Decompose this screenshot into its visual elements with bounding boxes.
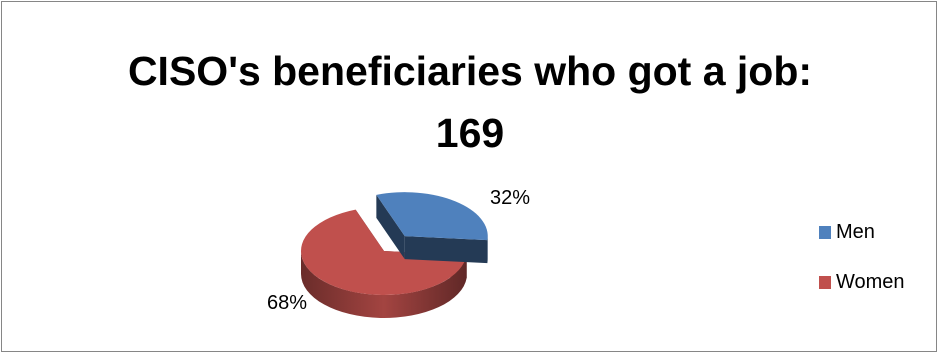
pie-slice-top <box>301 209 467 296</box>
pie-slice-wall <box>376 194 405 260</box>
data-label-men: 32% <box>490 187 530 209</box>
data-label-women: 68% <box>267 292 307 314</box>
legend-swatch-men <box>819 225 831 239</box>
pie-slice-wall <box>404 236 488 264</box>
chart-title-line-2: 169 <box>435 110 505 156</box>
pie-slice-top <box>376 192 488 241</box>
pie-slice-rim <box>301 251 467 318</box>
legend-item-women: Women <box>819 271 905 293</box>
legend-item-men: Men <box>819 221 875 243</box>
pie-slice-men <box>376 192 488 264</box>
legend-label-men: Men <box>836 220 875 243</box>
legend-label-women: Women <box>836 270 905 293</box>
chart-title: CISO's beneficiaries who got a job: 169 <box>2 40 938 164</box>
chart-title-line-1: CISO's beneficiaries who got a job: <box>127 48 813 94</box>
legend-swatch-women <box>819 275 831 289</box>
